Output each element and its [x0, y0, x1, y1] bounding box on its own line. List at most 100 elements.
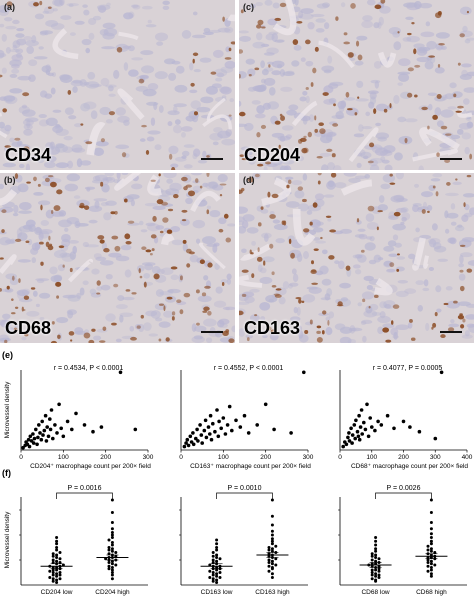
stained-cell: [158, 173, 161, 177]
data-point: [215, 581, 219, 584]
stained-cell: [158, 303, 165, 306]
stained-cell: [141, 124, 147, 128]
data-point: [114, 551, 118, 554]
nucleus-cluster: [300, 8, 314, 14]
marker-label: CD34: [5, 145, 52, 165]
nucleus-cluster: [67, 160, 74, 169]
data-point: [110, 533, 114, 537]
nucleus-cluster: [261, 68, 269, 76]
data-point: [344, 442, 349, 447]
nucleus-cluster: [167, 289, 174, 293]
nucleus-cluster: [279, 136, 286, 142]
data-point: [377, 567, 381, 571]
nucleus-cluster: [173, 103, 187, 108]
nucleus-cluster: [435, 285, 442, 293]
nucleus-cluster: [461, 237, 474, 243]
nucleus-cluster: [326, 288, 333, 297]
data-point: [110, 543, 114, 547]
nucleus-cluster: [239, 328, 245, 337]
stained-cell: [310, 269, 317, 275]
stained-cell: [310, 82, 314, 87]
nucleus-cluster: [158, 105, 164, 113]
nucleus-cluster: [76, 292, 82, 299]
stained-cell: [176, 299, 182, 303]
nucleus-cluster: [356, 80, 364, 89]
nucleus-cluster: [375, 122, 382, 127]
nucleus-cluster: [312, 227, 324, 233]
stained-cell: [207, 262, 213, 268]
stained-cell: [266, 326, 272, 331]
data-point: [370, 571, 374, 574]
stained-cell: [222, 330, 229, 336]
nucleus-cluster: [15, 48, 24, 54]
data-point: [426, 548, 430, 552]
data-point: [429, 498, 433, 502]
stained-cell: [201, 292, 207, 297]
stained-cell: [256, 132, 261, 138]
nucleus-cluster: [87, 71, 96, 80]
nucleus-cluster: [239, 225, 247, 234]
stained-cell: [302, 198, 307, 203]
nucleus-cluster: [2, 162, 17, 168]
stained-cell: [249, 249, 252, 255]
data-point: [198, 423, 202, 427]
nucleus-cluster: [18, 210, 32, 214]
nucleus-cluster: [64, 107, 74, 115]
data-point: [221, 416, 226, 420]
nucleus-cluster: [12, 212, 19, 217]
data-point: [28, 434, 33, 439]
stained-cell: [143, 281, 147, 288]
nucleus-cluster: [139, 138, 146, 142]
stained-cell: [221, 281, 225, 286]
data-point: [270, 572, 274, 576]
stroma-gap: [190, 190, 221, 213]
nucleus-cluster: [348, 327, 363, 332]
nucleus-cluster: [384, 304, 392, 309]
x-tick-label: 300: [430, 454, 441, 461]
nucleus-cluster: [191, 323, 197, 332]
stained-cell: [179, 275, 183, 281]
nucleus-cluster: [16, 140, 23, 147]
nucleus-cluster: [332, 165, 342, 170]
nucleus-cluster: [440, 109, 454, 118]
stained-cell: [13, 327, 18, 332]
stained-cell: [239, 49, 244, 54]
nucleus-cluster: [462, 193, 474, 198]
data-point: [202, 428, 207, 433]
stained-cell: [116, 46, 123, 53]
data-point: [270, 539, 274, 543]
data-point: [429, 568, 433, 572]
data-point: [55, 536, 59, 539]
stained-cell: [88, 339, 95, 343]
stained-cell: [138, 78, 145, 84]
stained-cell: [274, 120, 281, 125]
stained-cell: [67, 90, 72, 95]
nucleus-cluster: [203, 275, 209, 281]
nucleus-cluster: [135, 323, 142, 330]
stained-cell: [11, 298, 14, 301]
data-point: [110, 541, 114, 544]
nucleus-cluster: [414, 183, 420, 188]
nucleus-cluster: [404, 288, 417, 295]
data-point: [429, 521, 433, 524]
nucleus-cluster: [72, 86, 78, 94]
nucleus-cluster: [357, 302, 363, 307]
nucleus-cluster: [328, 311, 335, 319]
stained-cell: [48, 175, 54, 178]
nucleus-cluster: [387, 240, 397, 247]
nucleus-cluster: [45, 142, 53, 150]
data-point: [57, 402, 61, 407]
nucleus-cluster: [263, 166, 268, 170]
nucleus-cluster: [80, 160, 92, 166]
data-point: [429, 572, 433, 576]
nucleus-cluster: [141, 5, 153, 10]
scale-bar: [201, 331, 223, 333]
x-tick-label: 300: [303, 454, 314, 461]
stained-cell: [414, 64, 421, 68]
data-point: [114, 563, 118, 567]
stained-cell: [44, 177, 50, 183]
nucleus-cluster: [338, 260, 345, 270]
nucleus-cluster: [122, 296, 135, 301]
significance-bracket: [375, 492, 432, 499]
nucleus-cluster: [115, 304, 128, 310]
